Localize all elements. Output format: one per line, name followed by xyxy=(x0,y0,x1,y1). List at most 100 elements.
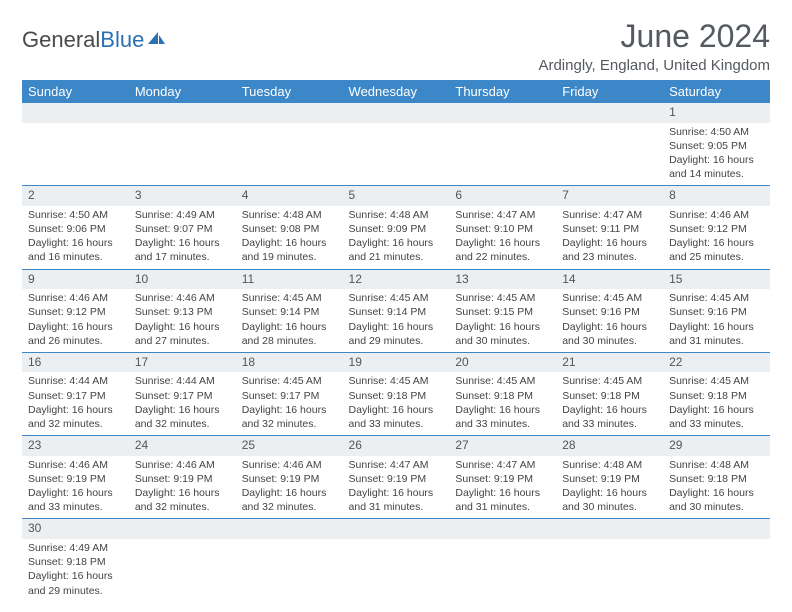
day-details: Sunrise: 4:46 AMSunset: 9:19 PMDaylight:… xyxy=(22,456,129,519)
calendar-week-row: 30Sunrise: 4:49 AMSunset: 9:18 PMDayligh… xyxy=(22,519,770,602)
calendar-day-cell: 4Sunrise: 4:48 AMSunset: 9:08 PMDaylight… xyxy=(236,186,343,269)
day-details: Sunrise: 4:45 AMSunset: 9:14 PMDaylight:… xyxy=(343,289,450,352)
day-number: 18 xyxy=(236,353,343,373)
day-number: 13 xyxy=(449,270,556,290)
calendar-day-cell: 7Sunrise: 4:47 AMSunset: 9:11 PMDaylight… xyxy=(556,186,663,269)
day-number: 5 xyxy=(343,186,450,206)
day-details: Sunrise: 4:45 AMSunset: 9:18 PMDaylight:… xyxy=(343,372,450,435)
calendar-day-cell: 3Sunrise: 4:49 AMSunset: 9:07 PMDaylight… xyxy=(129,186,236,269)
day-details: Sunrise: 4:45 AMSunset: 9:16 PMDaylight:… xyxy=(556,289,663,352)
page-title: June 2024 xyxy=(538,18,770,55)
day-details: Sunrise: 4:48 AMSunset: 9:18 PMDaylight:… xyxy=(663,456,770,519)
calendar-day-cell: 19Sunrise: 4:45 AMSunset: 9:18 PMDayligh… xyxy=(343,352,450,435)
day-details: Sunrise: 4:44 AMSunset: 9:17 PMDaylight:… xyxy=(129,372,236,435)
day-details: Sunrise: 4:46 AMSunset: 9:19 PMDaylight:… xyxy=(236,456,343,519)
calendar-day-cell: 20Sunrise: 4:45 AMSunset: 9:18 PMDayligh… xyxy=(449,352,556,435)
day-number: 30 xyxy=(22,519,129,539)
day-number xyxy=(449,519,556,539)
calendar-day-cell xyxy=(556,519,663,602)
calendar-week-row: 23Sunrise: 4:46 AMSunset: 9:19 PMDayligh… xyxy=(22,436,770,519)
calendar-day-cell: 12Sunrise: 4:45 AMSunset: 9:14 PMDayligh… xyxy=(343,269,450,352)
calendar-day-cell: 18Sunrise: 4:45 AMSunset: 9:17 PMDayligh… xyxy=(236,352,343,435)
day-number xyxy=(663,519,770,539)
day-number: 1 xyxy=(663,103,770,123)
calendar-day-cell: 22Sunrise: 4:45 AMSunset: 9:18 PMDayligh… xyxy=(663,352,770,435)
title-block: June 2024 Ardingly, England, United King… xyxy=(538,18,770,74)
day-details: Sunrise: 4:45 AMSunset: 9:18 PMDaylight:… xyxy=(663,372,770,435)
day-number: 23 xyxy=(22,436,129,456)
calendar-day-cell: 16Sunrise: 4:44 AMSunset: 9:17 PMDayligh… xyxy=(22,352,129,435)
calendar-day-cell xyxy=(343,519,450,602)
calendar-day-cell: 1Sunrise: 4:50 AMSunset: 9:05 PMDaylight… xyxy=(663,103,770,186)
calendar-week-row: 9Sunrise: 4:46 AMSunset: 9:12 PMDaylight… xyxy=(22,269,770,352)
calendar-day-cell: 5Sunrise: 4:48 AMSunset: 9:09 PMDaylight… xyxy=(343,186,450,269)
calendar-day-cell: 24Sunrise: 4:46 AMSunset: 9:19 PMDayligh… xyxy=(129,436,236,519)
day-number: 24 xyxy=(129,436,236,456)
calendar-day-cell: 14Sunrise: 4:45 AMSunset: 9:16 PMDayligh… xyxy=(556,269,663,352)
calendar-day-cell xyxy=(449,519,556,602)
day-number: 21 xyxy=(556,353,663,373)
logo-text-gray: General xyxy=(22,27,100,53)
day-details: Sunrise: 4:49 AMSunset: 9:07 PMDaylight:… xyxy=(129,206,236,269)
weekday-header: Thursday xyxy=(449,80,556,103)
day-number: 25 xyxy=(236,436,343,456)
calendar-day-cell xyxy=(236,103,343,186)
day-number: 6 xyxy=(449,186,556,206)
calendar-day-cell: 15Sunrise: 4:45 AMSunset: 9:16 PMDayligh… xyxy=(663,269,770,352)
calendar-week-row: 16Sunrise: 4:44 AMSunset: 9:17 PMDayligh… xyxy=(22,352,770,435)
calendar-day-cell: 8Sunrise: 4:46 AMSunset: 9:12 PMDaylight… xyxy=(663,186,770,269)
logo-text-blue: Blue xyxy=(100,27,144,52)
weekday-header: Wednesday xyxy=(343,80,450,103)
day-details: Sunrise: 4:45 AMSunset: 9:16 PMDaylight:… xyxy=(663,289,770,352)
calendar-day-cell: 23Sunrise: 4:46 AMSunset: 9:19 PMDayligh… xyxy=(22,436,129,519)
day-number: 19 xyxy=(343,353,450,373)
calendar-day-cell: 11Sunrise: 4:45 AMSunset: 9:14 PMDayligh… xyxy=(236,269,343,352)
day-number: 26 xyxy=(343,436,450,456)
day-details: Sunrise: 4:45 AMSunset: 9:18 PMDaylight:… xyxy=(449,372,556,435)
weekday-header: Tuesday xyxy=(236,80,343,103)
calendar-day-cell: 2Sunrise: 4:50 AMSunset: 9:06 PMDaylight… xyxy=(22,186,129,269)
day-number: 20 xyxy=(449,353,556,373)
day-number: 28 xyxy=(556,436,663,456)
day-number xyxy=(236,519,343,539)
calendar-day-cell xyxy=(22,103,129,186)
calendar-week-row: 1Sunrise: 4:50 AMSunset: 9:05 PMDaylight… xyxy=(22,103,770,186)
calendar-day-cell xyxy=(236,519,343,602)
day-number: 10 xyxy=(129,270,236,290)
day-details: Sunrise: 4:46 AMSunset: 9:13 PMDaylight:… xyxy=(129,289,236,352)
day-number xyxy=(343,103,450,123)
calendar-day-cell: 17Sunrise: 4:44 AMSunset: 9:17 PMDayligh… xyxy=(129,352,236,435)
day-details: Sunrise: 4:48 AMSunset: 9:09 PMDaylight:… xyxy=(343,206,450,269)
day-number: 16 xyxy=(22,353,129,373)
day-number: 8 xyxy=(663,186,770,206)
day-number: 3 xyxy=(129,186,236,206)
day-details: Sunrise: 4:50 AMSunset: 9:06 PMDaylight:… xyxy=(22,206,129,269)
day-details: Sunrise: 4:44 AMSunset: 9:17 PMDaylight:… xyxy=(22,372,129,435)
calendar-day-cell: 25Sunrise: 4:46 AMSunset: 9:19 PMDayligh… xyxy=(236,436,343,519)
day-number xyxy=(22,103,129,123)
day-number: 15 xyxy=(663,270,770,290)
day-details: Sunrise: 4:45 AMSunset: 9:15 PMDaylight:… xyxy=(449,289,556,352)
day-number: 11 xyxy=(236,270,343,290)
calendar-day-cell: 27Sunrise: 4:47 AMSunset: 9:19 PMDayligh… xyxy=(449,436,556,519)
day-details: Sunrise: 4:47 AMSunset: 9:19 PMDaylight:… xyxy=(343,456,450,519)
day-number: 29 xyxy=(663,436,770,456)
day-number xyxy=(129,103,236,123)
day-number: 12 xyxy=(343,270,450,290)
weekday-header: Monday xyxy=(129,80,236,103)
day-details: Sunrise: 4:45 AMSunset: 9:17 PMDaylight:… xyxy=(236,372,343,435)
day-details: Sunrise: 4:47 AMSunset: 9:11 PMDaylight:… xyxy=(556,206,663,269)
day-number: 2 xyxy=(22,186,129,206)
calendar-day-cell xyxy=(129,519,236,602)
day-details: Sunrise: 4:49 AMSunset: 9:18 PMDaylight:… xyxy=(22,539,129,602)
day-number: 22 xyxy=(663,353,770,373)
day-details: Sunrise: 4:46 AMSunset: 9:12 PMDaylight:… xyxy=(22,289,129,352)
calendar-day-cell: 21Sunrise: 4:45 AMSunset: 9:18 PMDayligh… xyxy=(556,352,663,435)
calendar-day-cell xyxy=(556,103,663,186)
day-details: Sunrise: 4:47 AMSunset: 9:19 PMDaylight:… xyxy=(449,456,556,519)
calendar-day-cell: 10Sunrise: 4:46 AMSunset: 9:13 PMDayligh… xyxy=(129,269,236,352)
day-details: Sunrise: 4:48 AMSunset: 9:08 PMDaylight:… xyxy=(236,206,343,269)
day-number xyxy=(556,103,663,123)
logo: GeneralBlue xyxy=(22,26,166,53)
day-details: Sunrise: 4:48 AMSunset: 9:19 PMDaylight:… xyxy=(556,456,663,519)
